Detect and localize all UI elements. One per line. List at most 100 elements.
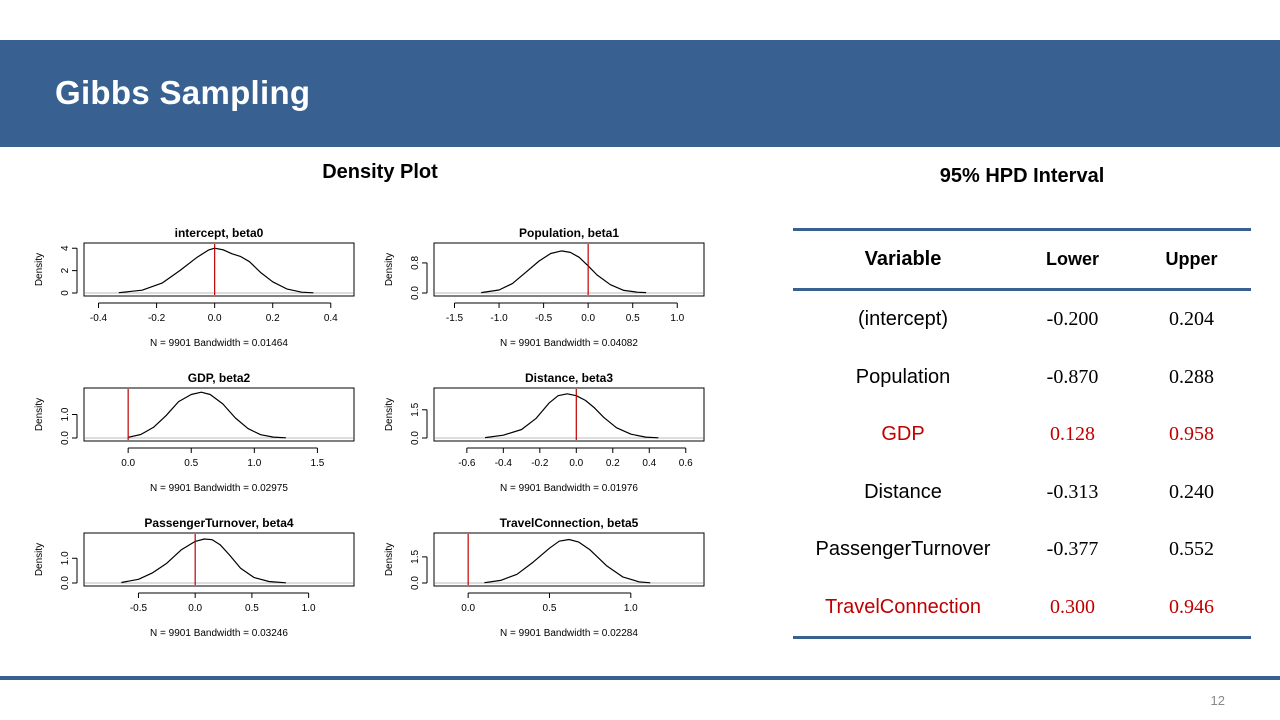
plot-ylabel: Density <box>34 543 45 576</box>
slide-title: Gibbs Sampling <box>55 74 311 111</box>
y-tick-label: 1.5 <box>410 402 421 416</box>
density-plot-heading: Density Plot <box>322 161 438 183</box>
cell-lower: -0.200 <box>1046 308 1099 331</box>
x-tick-label: 1.0 <box>302 603 316 614</box>
plot-title: Distance, beta3 <box>525 371 613 385</box>
plot-frame <box>83 242 355 297</box>
y-tick-label: 0.0 <box>410 576 421 590</box>
cell-upper: 0.288 <box>1169 365 1214 388</box>
x-tick-label: 0.0 <box>188 603 202 614</box>
y-tick-label: 4 <box>60 245 71 251</box>
y-tick-label: 0.0 <box>410 431 421 445</box>
cell-variable: PassengerTurnover <box>815 538 991 561</box>
x-tick-label: -0.6 <box>458 458 476 469</box>
plot-xlabel: N = 9901 Bandwidth = 0.01976 <box>500 483 638 494</box>
plot-title: GDP, beta2 <box>188 371 251 385</box>
cell-lower: 0.128 <box>1050 423 1095 446</box>
cell-variable: Distance <box>864 480 942 503</box>
plot-title: Population, beta1 <box>519 226 619 240</box>
x-tick-label: 0.6 <box>679 458 693 469</box>
plot-ylabel: Density <box>384 398 395 431</box>
x-tick-label: 0.2 <box>606 458 620 469</box>
cell-upper: 0.946 <box>1132 578 1251 639</box>
plot-frame <box>433 532 705 587</box>
x-tick-label: 0.0 <box>121 458 135 469</box>
x-tick-label: -0.5 <box>130 603 148 614</box>
cell-upper: 0.958 <box>1169 423 1214 446</box>
x-tick-label: 0.0 <box>581 313 595 324</box>
cell-upper: 0.240 <box>1169 480 1214 503</box>
x-tick-label: -1.5 <box>446 313 464 324</box>
cell-upper: 0.552 <box>1169 538 1214 561</box>
column-header-lower: Lower <box>1013 228 1132 291</box>
y-tick-label: 0 <box>60 290 71 296</box>
hpd-interval-heading: 95% HPD Interval <box>939 165 1105 187</box>
x-tick-label: 0.2 <box>266 313 280 324</box>
y-tick-label: 1.0 <box>60 407 71 421</box>
plot-xlabel: N = 9901 Bandwidth = 0.02975 <box>150 483 288 494</box>
y-tick-label: 1.5 <box>410 550 421 564</box>
x-tick-label: 1.0 <box>624 603 638 614</box>
x-tick-label: 0.0 <box>461 603 475 614</box>
plot-ylabel: Density <box>34 253 45 286</box>
hpd-table: Variable Lower Upper (intercept) -0.200 … <box>793 228 1251 639</box>
plot-frame <box>433 387 705 442</box>
x-tick-label: 0.0 <box>569 458 583 469</box>
x-tick-label: -1.0 <box>490 313 508 324</box>
plot-xlabel: N = 9901 Bandwidth = 0.04082 <box>500 338 638 349</box>
density-curve <box>128 391 286 439</box>
x-tick-label: 0.4 <box>642 458 656 469</box>
table-row: TravelConnection 0.300 0.946 <box>793 578 1251 639</box>
table-row: Population -0.870 0.288 <box>793 349 1251 407</box>
cell-variable: TravelConnection <box>793 578 1013 639</box>
cell-lower: -0.870 <box>1046 365 1099 388</box>
plot-ylabel: Density <box>384 253 395 286</box>
x-tick-label: 0.0 <box>208 313 222 324</box>
y-tick-label: 0.0 <box>60 431 71 445</box>
plot-xlabel: N = 9901 Bandwidth = 0.02284 <box>500 628 638 639</box>
x-tick-label: 0.5 <box>626 313 640 324</box>
table-row: (intercept) -0.200 0.204 <box>793 290 1251 349</box>
plot-ylabel: Density <box>384 543 395 576</box>
x-tick-label: 0.5 <box>543 603 557 614</box>
x-tick-label: -0.2 <box>148 313 166 324</box>
y-tick-label: 0.8 <box>410 256 421 270</box>
y-tick-label: 0.0 <box>410 286 421 300</box>
title-bar <box>0 40 1280 147</box>
table-row: Distance -0.313 0.240 <box>793 464 1251 522</box>
y-tick-label: 2 <box>60 267 71 273</box>
page-number: 12 <box>1210 693 1225 708</box>
plot-frame <box>83 387 355 442</box>
x-tick-label: 1.0 <box>670 313 684 324</box>
plot-title: PassengerTurnover, beta4 <box>144 516 294 530</box>
column-header-variable: Variable <box>793 228 1013 291</box>
y-tick-label: 0.0 <box>60 576 71 590</box>
footer-line <box>0 676 1280 680</box>
plot-title: TravelConnection, beta5 <box>500 516 639 530</box>
density-curve <box>485 393 659 439</box>
cell-upper: 0.204 <box>1169 308 1214 331</box>
x-tick-label: 0.4 <box>324 313 338 324</box>
plot-frame <box>83 532 355 587</box>
plot-ylabel: Density <box>34 398 45 431</box>
table-row: PassengerTurnover -0.377 0.552 <box>793 521 1251 579</box>
plot-xlabel: N = 9901 Bandwidth = 0.01464 <box>150 338 288 349</box>
cell-variable: GDP <box>881 423 925 446</box>
density-curve <box>121 538 286 584</box>
column-header-upper: Upper <box>1132 228 1251 291</box>
x-tick-label: 0.5 <box>245 603 259 614</box>
cell-lower: -0.377 <box>1046 538 1099 561</box>
x-tick-label: 1.0 <box>247 458 261 469</box>
density-plots: intercept, beta0 N = 9901 Bandwidth = 0.0… <box>34 226 705 639</box>
cell-variable: Population <box>855 365 951 388</box>
x-tick-label: 0.5 <box>184 458 198 469</box>
y-tick-label: 1.0 <box>60 551 71 565</box>
x-tick-label: -0.4 <box>90 313 108 324</box>
cell-variable: (intercept) <box>857 308 949 331</box>
cell-lower: -0.313 <box>1046 480 1099 503</box>
table-row: GDP 0.128 0.958 <box>793 406 1251 464</box>
hpd-table-header: Variable Lower Upper <box>793 228 1251 291</box>
plot-title: intercept, beta0 <box>175 226 264 240</box>
x-tick-label: -0.5 <box>535 313 553 324</box>
x-tick-label: -0.4 <box>495 458 513 469</box>
